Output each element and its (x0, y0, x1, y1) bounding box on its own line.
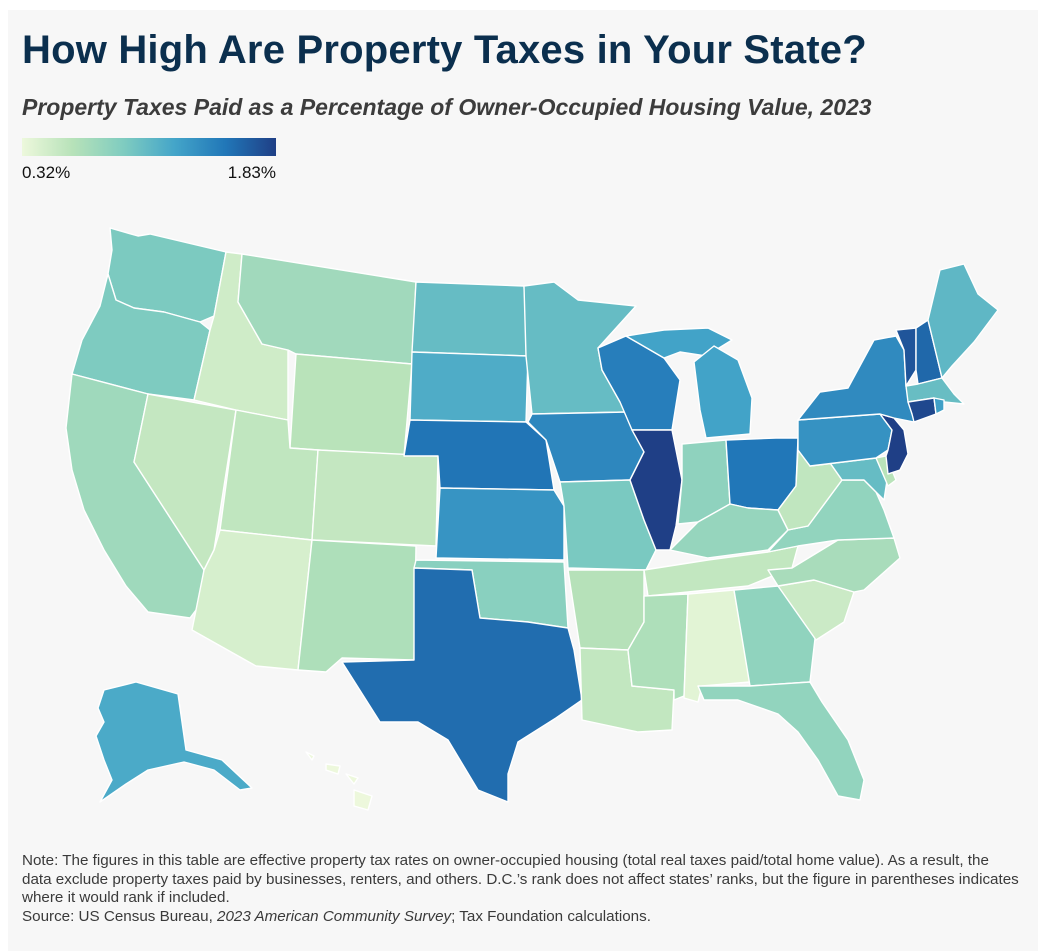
us-map (65, 227, 999, 811)
state-VT (895, 327, 917, 387)
state-SD (409, 351, 529, 423)
chart-subtitle: Property Taxes Paid as a Percentage of O… (22, 94, 872, 120)
source-title: 2023 American Community Survey (217, 907, 452, 925)
state-CO (311, 449, 439, 547)
state-DE (875, 455, 897, 487)
chart-panel: How High Are Property Taxes in Your Stat… (8, 10, 1038, 951)
footer-source: Source: US Census Bureau, 2023 American … (22, 908, 1022, 927)
state-WY (289, 353, 413, 457)
legend-color-bar (22, 138, 276, 156)
source-prefix: Source: US Census Bureau, (22, 907, 218, 925)
footer-note: Note: The figures in this table are effe… (22, 852, 1019, 906)
footer-notes: Note: The figures in this table are effe… (22, 852, 1022, 926)
state-AK (95, 681, 253, 803)
state-ME (927, 263, 999, 379)
state-TX (341, 567, 583, 803)
state-HI (305, 751, 373, 811)
state-KS (435, 487, 565, 561)
state-IL (629, 429, 683, 551)
state-NJ (879, 413, 909, 475)
state-NM (297, 539, 417, 673)
state-NC (767, 537, 901, 593)
state-RI (933, 397, 945, 415)
state-MI (693, 345, 753, 439)
state-TN (643, 545, 799, 597)
state-FL (697, 681, 865, 801)
state-ND (411, 281, 529, 357)
legend-max-label: 1.83% (227, 163, 276, 182)
state-MI-upper (625, 327, 733, 359)
state-AR (567, 569, 645, 651)
legend-min-label: 0.32% (22, 163, 71, 182)
state-CT (907, 397, 937, 423)
chart-title: How High Are Property Taxes in Your Stat… (22, 28, 867, 72)
source-suffix: ; Tax Foundation calculations. (451, 907, 651, 925)
